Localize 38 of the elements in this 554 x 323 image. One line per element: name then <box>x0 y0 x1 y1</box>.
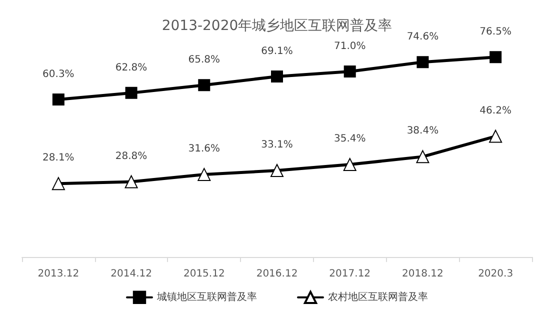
point <box>52 93 64 106</box>
x-tick-label: 2013.12 <box>38 268 80 280</box>
point <box>416 56 429 68</box>
x-tick-label: 2020.3 <box>478 268 514 280</box>
data-label: 35.4% <box>334 134 366 145</box>
point <box>270 164 284 178</box>
x-tick-label: 2015.12 <box>183 268 225 280</box>
point <box>271 70 283 82</box>
data-label: 74.6% <box>406 32 439 43</box>
legend-label: 农村地区互联网普及率 <box>328 290 428 303</box>
point <box>416 150 430 164</box>
point <box>489 130 502 143</box>
data-label: 31.6% <box>188 143 220 154</box>
data-label: 62.8% <box>115 62 148 74</box>
data-label: 28.8% <box>115 150 148 162</box>
point <box>344 66 356 78</box>
x-tick-label: 2016.12 <box>256 268 298 280</box>
x-tick-label: 2017.12 <box>329 268 371 280</box>
point <box>52 177 65 190</box>
data-label: 33.1% <box>261 140 293 151</box>
point <box>124 175 138 188</box>
data-label: 60.3% <box>42 68 74 80</box>
point <box>125 86 138 99</box>
x-tick-label: 2018.12 <box>402 268 444 280</box>
chart-title: 2013-2020年城乡地区互联网普及率 <box>162 17 392 34</box>
point <box>198 79 210 92</box>
point <box>343 158 356 172</box>
data-label: 71.0% <box>334 41 366 52</box>
data-label: 38.4% <box>406 126 439 137</box>
data-label: 46.2% <box>480 105 512 116</box>
x-tick-label: 2014.12 <box>110 268 152 280</box>
point <box>490 51 502 64</box>
point <box>198 168 211 181</box>
legend-label: 城镇地区互联网普及率 <box>156 290 257 303</box>
data-label: 76.5% <box>480 26 512 38</box>
data-label: 65.8% <box>188 54 220 66</box>
data-label: 28.1% <box>42 152 74 164</box>
data-label: 69.1% <box>261 46 293 57</box>
